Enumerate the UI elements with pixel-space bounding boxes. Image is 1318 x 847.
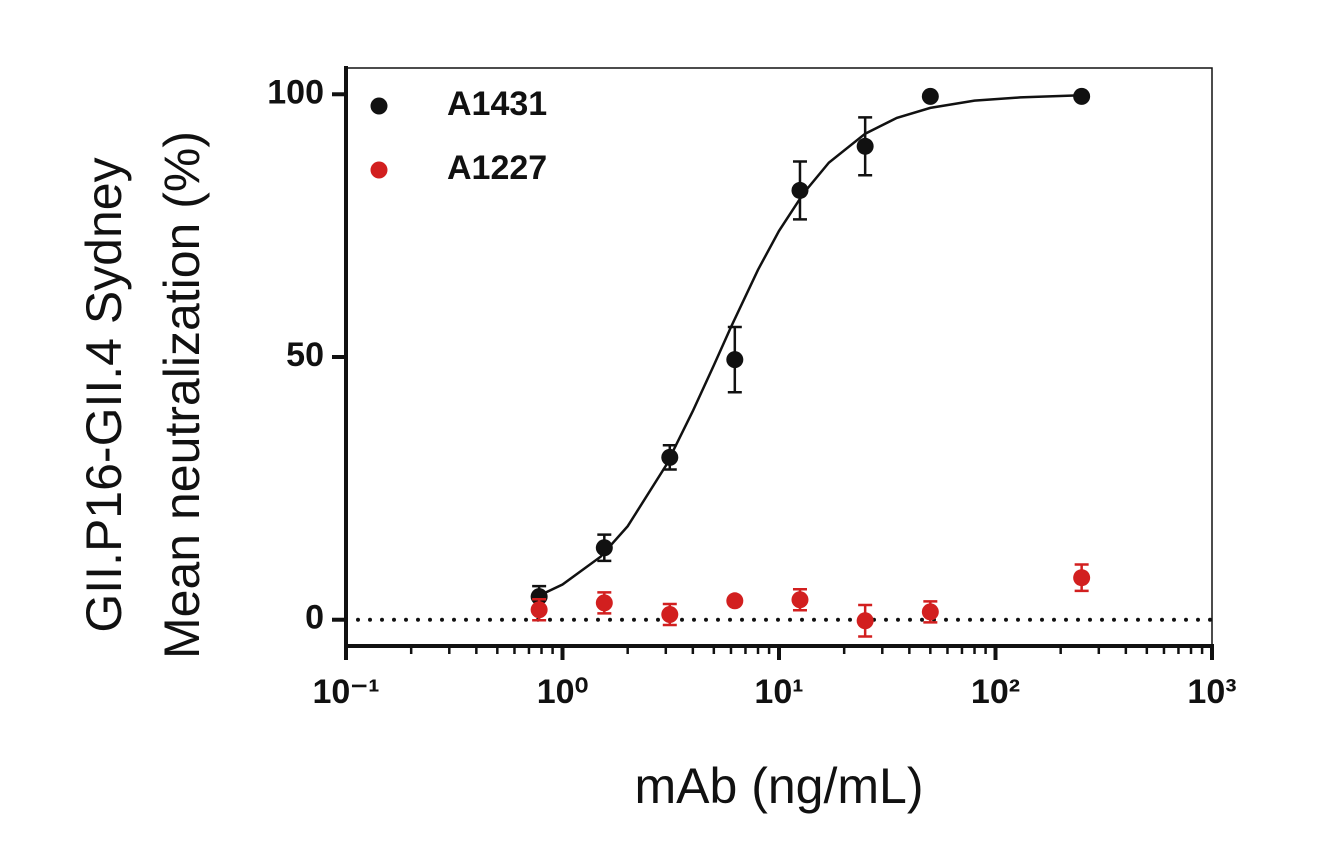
data-point [921,603,939,621]
data-point [595,539,613,557]
data-point [791,591,809,609]
data-point [791,181,809,199]
data-point [921,87,939,105]
x-axis-title: mAb (ng/mL) [635,758,924,814]
data-point [1073,569,1091,587]
y-tick-label: 100 [267,73,324,111]
x-tick-label: 10⁰ [537,673,588,711]
legend-marker [370,97,388,115]
x-tick-label: 10³ [1187,673,1236,711]
data-point [726,351,744,369]
y-axis-title: Mean neutralization (%) [154,131,210,659]
legend-label: A1227 [447,149,547,187]
data-point [726,592,744,610]
y-tick-label: 50 [286,336,324,374]
fit-curve [538,94,1082,597]
y-axis-title: GII.P16-GII.4 Sydney [76,157,132,632]
x-tick-label: 10⁻¹ [312,673,379,711]
legend-label: A1431 [447,85,547,123]
data-point [856,612,874,630]
data-point [661,448,679,466]
data-point [530,601,548,619]
data-point [595,594,613,612]
data-point [1073,87,1091,105]
data-point [530,588,548,606]
x-tick-label: 10¹ [754,673,803,711]
x-tick-label: 10² [971,673,1020,711]
legend-marker [370,161,388,179]
data-point [661,605,679,623]
y-tick-label: 0 [305,599,324,637]
data-point [856,137,874,155]
